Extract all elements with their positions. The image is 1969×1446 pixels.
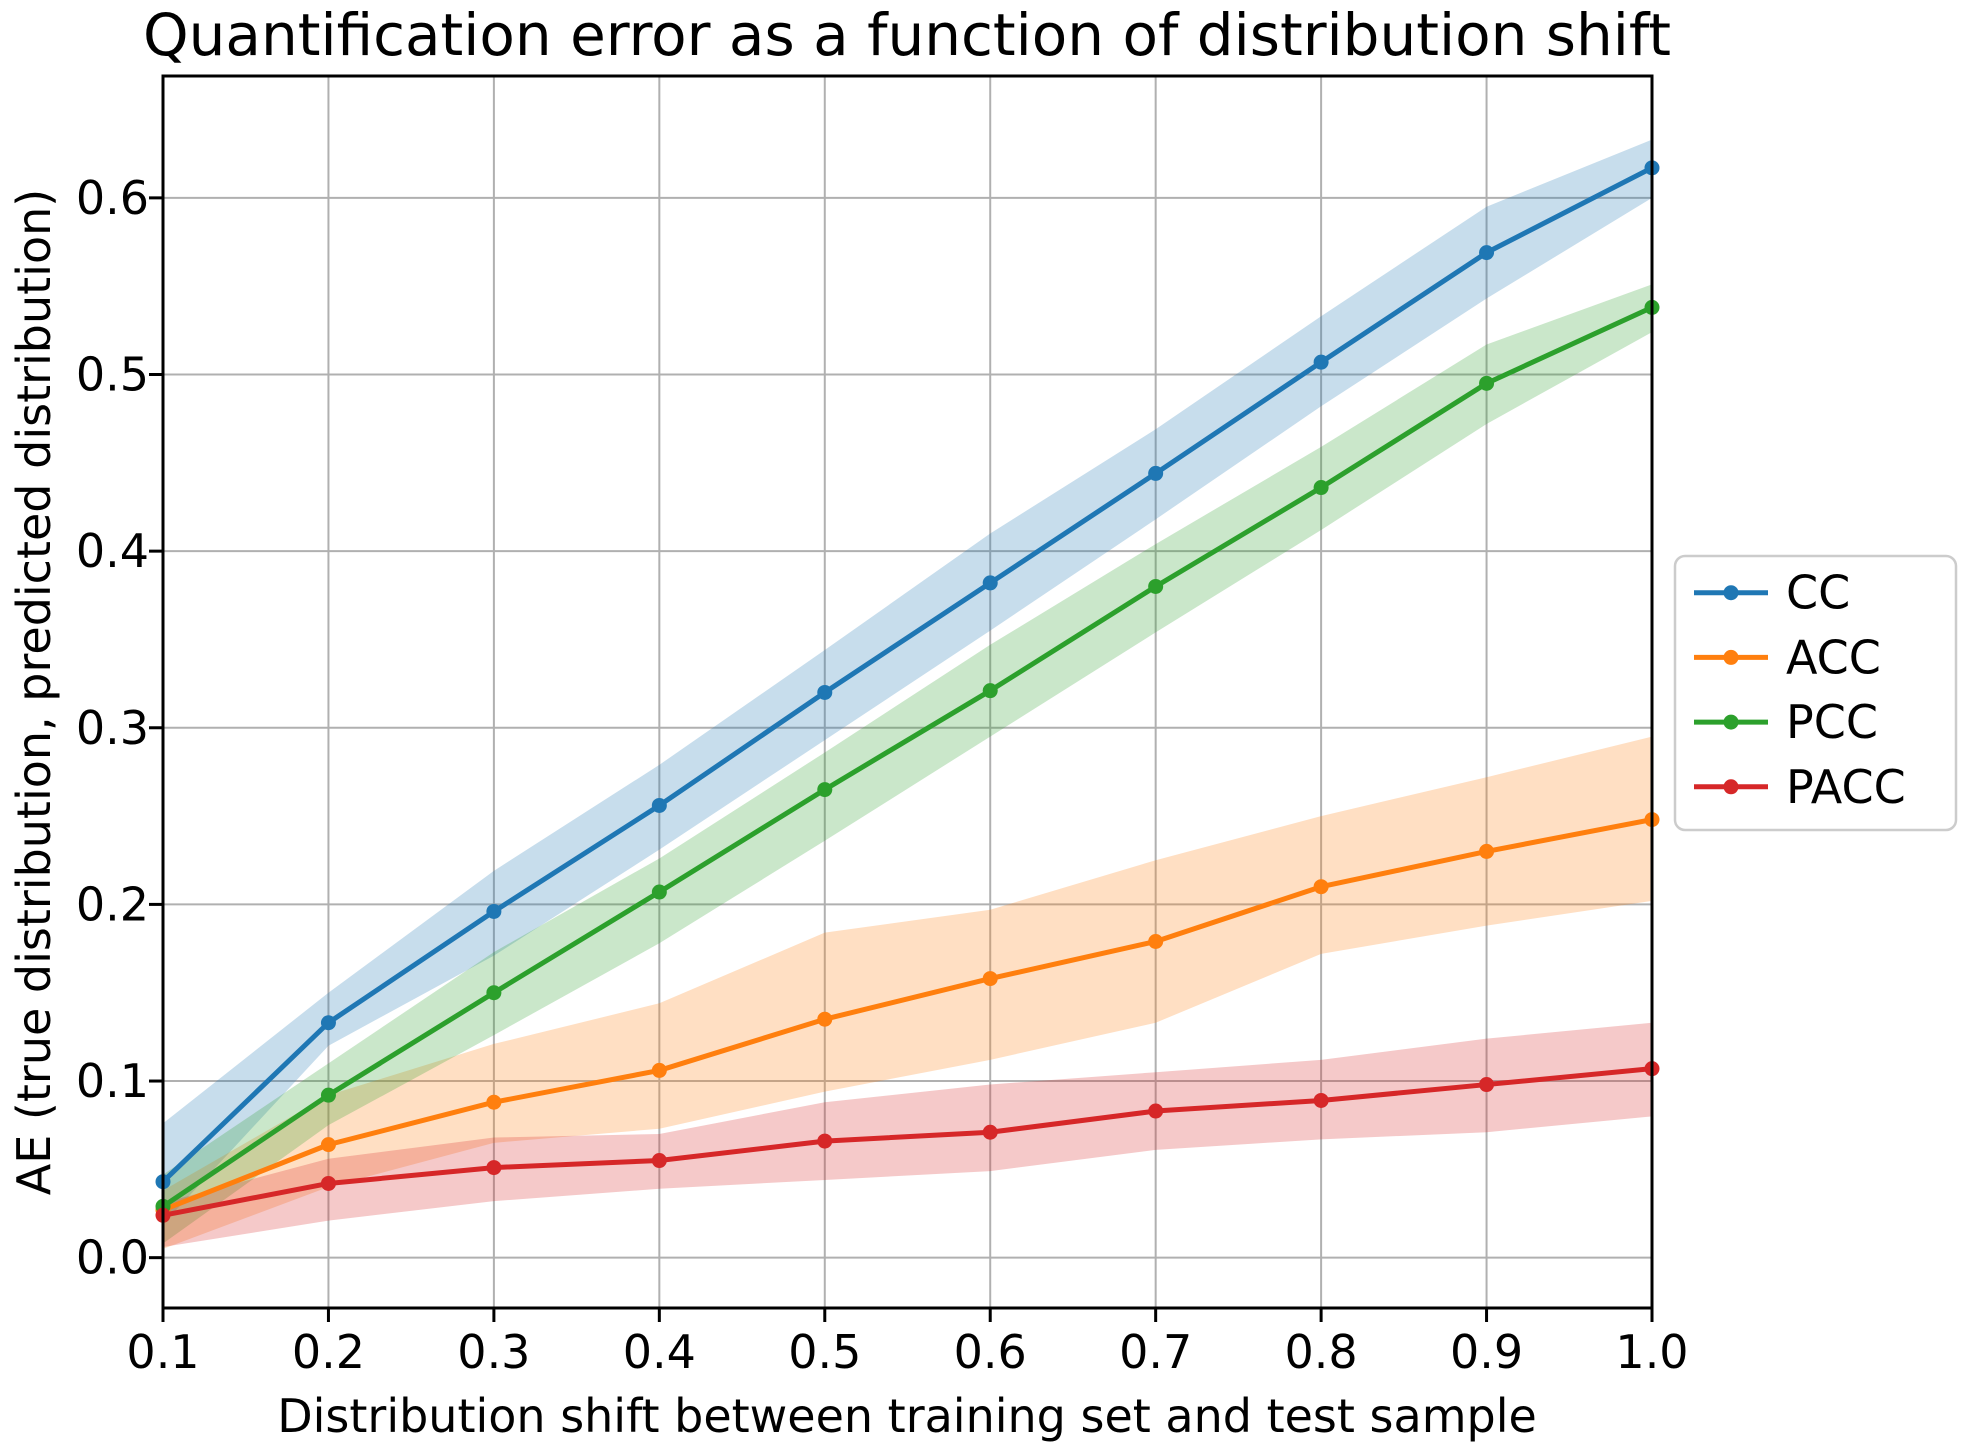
- y-tick-label: 0.4: [76, 524, 149, 578]
- series-acc-marker: [651, 1062, 667, 1078]
- series-pcc-marker: [1479, 375, 1495, 391]
- legend-box: [1673, 554, 1958, 832]
- series-acc-marker: [486, 1094, 502, 1110]
- series-cc-marker: [320, 1015, 336, 1031]
- x-tick-label: 0.1: [126, 1325, 199, 1379]
- series-acc-band: [163, 736, 1652, 1249]
- x-tick-label: 1.0: [1615, 1325, 1688, 1379]
- series-pcc-marker: [651, 884, 667, 900]
- series-pacc-marker: [1148, 1103, 1164, 1119]
- series-acc-marker: [1313, 879, 1329, 895]
- series-pcc-marker: [982, 683, 998, 699]
- series-pcc-line: [161, 305, 1654, 1209]
- series-acc-line: [162, 817, 1653, 1213]
- series-acc-marker: [982, 971, 998, 987]
- legend-label-acc: ACC: [1786, 630, 1881, 684]
- series-cc-marker: [1313, 354, 1329, 370]
- axes-frame: [161, 74, 1654, 1310]
- series-acc-marker: [320, 1137, 336, 1153]
- y-axis-label: AE (true distribution, predicted distrib…: [7, 189, 61, 1195]
- series-cc-band: [163, 139, 1652, 1225]
- x-tick-label: 0.8: [1285, 1325, 1358, 1379]
- legend-label-pcc: PCC: [1786, 695, 1878, 749]
- confidence-bands-layer: [163, 139, 1652, 1249]
- series-lines-layer: [155, 160, 1660, 1223]
- series-cc-line: [161, 165, 1654, 1184]
- legend: CC ACC PCC PACC: [1673, 554, 1958, 832]
- series-acc-marker: [1479, 843, 1495, 859]
- x-tick-label: 0.4: [623, 1325, 696, 1379]
- series-pacc-marker: [817, 1133, 833, 1149]
- axis-ticks-layer: 0.1 0.2 0.3 0.4 0.5 0.6 0.7 0.8 0.9 1.0 0.0 0.1 0.2 0…: [76, 171, 1689, 1379]
- series-pacc-marker: [982, 1124, 998, 1140]
- legend-marker-cc: [1723, 585, 1739, 601]
- series-pcc-marker: [817, 782, 833, 798]
- y-tick-label: 0.5: [76, 348, 149, 402]
- series-pacc-marker: [1479, 1077, 1495, 1093]
- series-cc-marker: [982, 575, 998, 591]
- chart-title: Quantification error as a function of di…: [143, 1, 1671, 69]
- legend-marker-acc: [1723, 649, 1739, 665]
- series-cc-marker: [817, 684, 833, 700]
- series-pcc-marker: [1313, 480, 1329, 496]
- series-pacc-marker: [1313, 1092, 1329, 1108]
- y-tick-label: 0.2: [76, 877, 149, 931]
- y-tick-label: 0.0: [76, 1231, 149, 1285]
- series-acc-marker: [1148, 933, 1164, 949]
- legend-marker-pcc: [1723, 714, 1739, 730]
- x-axis-label: Distribution shift between training set …: [277, 1389, 1537, 1443]
- x-tick-label: 0.2: [292, 1325, 365, 1379]
- series-pacc-marker: [651, 1153, 667, 1169]
- legend-label-pacc: PACC: [1786, 760, 1906, 814]
- series-cc-marker: [1479, 245, 1495, 261]
- y-tick-label: 0.1: [76, 1054, 149, 1108]
- x-tick-label: 0.3: [457, 1325, 530, 1379]
- series-pcc-marker: [320, 1087, 336, 1103]
- series-pcc-marker: [1148, 578, 1164, 594]
- x-tick-label: 0.7: [1119, 1325, 1192, 1379]
- series-pcc-marker: [486, 985, 502, 1001]
- series-cc-marker: [1148, 465, 1164, 481]
- y-tick-label: 0.3: [76, 701, 149, 755]
- x-tick-label: 0.9: [1450, 1325, 1523, 1379]
- series-cc-marker: [651, 797, 667, 813]
- series-pacc-line: [162, 1066, 1653, 1218]
- x-tick-label: 0.6: [954, 1325, 1027, 1379]
- axes-frame-layer: [161, 74, 1654, 1310]
- legend-label-cc: CC: [1786, 566, 1850, 620]
- y-tick-label: 0.6: [76, 171, 149, 225]
- series-pcc-band: [163, 284, 1652, 1244]
- series-cc-marker: [486, 903, 502, 919]
- x-tick-label: 0.5: [788, 1325, 861, 1379]
- series-pacc-marker: [320, 1175, 336, 1191]
- series-pacc-marker: [486, 1160, 502, 1176]
- series-acc-marker: [817, 1011, 833, 1027]
- legend-marker-pacc: [1723, 779, 1739, 795]
